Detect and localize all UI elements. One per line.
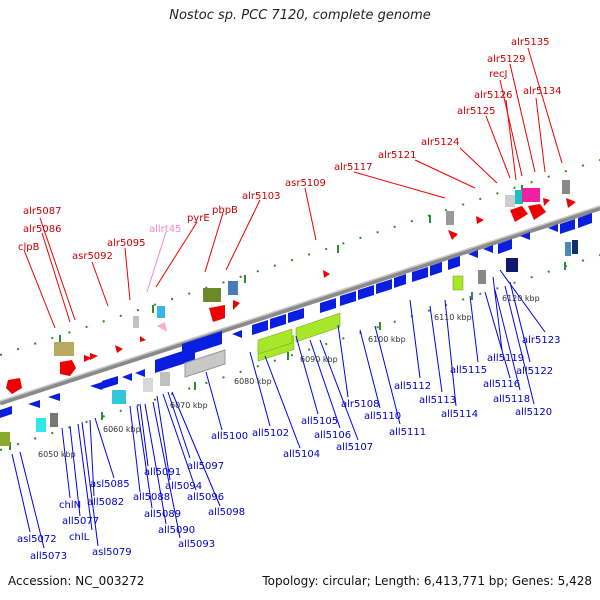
misc-genes	[0, 240, 578, 446]
gene-label: all5116	[483, 379, 520, 390]
top-connectors	[23, 47, 563, 329]
gene-label: allrt45	[149, 224, 181, 235]
gene-label: all5094	[165, 481, 202, 492]
gene-label: all5114	[441, 409, 478, 420]
gene-label: asl5072	[17, 534, 57, 545]
gene-label: asl5079	[92, 547, 132, 558]
gene-label: alr5123	[522, 335, 560, 346]
gene-label: all5107	[336, 442, 373, 453]
gene-label: all5110	[364, 411, 401, 422]
gene-label: alr5103	[242, 191, 280, 202]
gene-label: all5100	[211, 431, 248, 442]
gene-label: all5119	[487, 353, 524, 364]
gene-label: all5090	[158, 525, 195, 536]
gene-label: alr5126	[474, 90, 512, 101]
gene-label: all5088	[133, 492, 170, 503]
gene-label: all5093	[178, 539, 215, 550]
allrt45-connector	[146, 231, 167, 293]
gene-label: all5111	[389, 427, 426, 438]
kbp-label: 6100 kbp	[368, 335, 406, 344]
gene-label: alr5134	[523, 86, 561, 97]
gene-label: all5105	[301, 416, 338, 427]
gene-label: pyrE	[187, 213, 210, 224]
gene-label: all5122	[516, 366, 553, 377]
gene-label: all5089	[144, 509, 181, 520]
gene-label: all5112	[394, 381, 431, 392]
gene-label: all5106	[314, 430, 351, 441]
gene-label: pbpB	[212, 205, 238, 216]
reverse-genes	[0, 213, 592, 418]
gene-label: alr5087	[23, 206, 61, 217]
gene-label: all5120	[515, 407, 552, 418]
track-ticks	[9, 185, 566, 450]
gene-label: all5115	[450, 365, 487, 376]
bottom-gene-labels: alr5123 all5119 all5122 all5115 all5116 …	[17, 335, 560, 562]
kbp-label: 6070 kbp	[170, 401, 208, 410]
gene-label: alr5124	[421, 137, 459, 148]
gene-label: all5077	[62, 516, 99, 527]
gene-label: alr5121	[378, 150, 416, 161]
kbp-label: 6080 kbp	[234, 377, 272, 386]
top-gene-labels: alr5135 alr5129 recJ alr5126 alr5134 alr…	[18, 37, 561, 262]
forward-genes	[6, 180, 576, 394]
gene-label: chlN	[59, 500, 81, 511]
gene-label: all5073	[30, 551, 67, 562]
gene-label: asr5092	[72, 251, 113, 262]
kbp-label: 6110 kbp	[434, 313, 472, 322]
gene-label: alr5135	[511, 37, 549, 48]
kbp-label: 6060 kbp	[103, 425, 141, 434]
gene-label: alr5117	[334, 162, 372, 173]
gene-label: all5113	[419, 395, 456, 406]
gene-label: clpB	[18, 242, 40, 253]
kbp-labels: 6050 kbp 6060 kbp 6070 kbp 6080 kbp 6090…	[38, 294, 540, 459]
kbp-label: 6090 kbp	[300, 355, 338, 364]
genome-backbone	[0, 205, 600, 406]
green-genes	[257, 275, 464, 362]
gene-label: all5118	[493, 394, 530, 405]
gene-label: all5098	[208, 507, 245, 518]
kbp-label: 6050 kbp	[38, 450, 76, 459]
gene-label: alr5095	[107, 238, 145, 249]
gene-label: alr5129	[487, 54, 525, 65]
gene-label: asl5085	[90, 479, 130, 490]
gene-label: all5104	[283, 449, 320, 460]
gene-label: all5102	[252, 428, 289, 439]
gene-label: all5097	[187, 461, 224, 472]
gene-label: all5096	[187, 492, 224, 503]
genome-title: Nostoc sp. PCC 7120, complete genome	[169, 8, 431, 23]
gene-label: asr5109	[285, 178, 326, 189]
gene-label: all5091	[144, 467, 181, 478]
gene-label: recJ	[489, 69, 508, 80]
gene-label: all5082	[87, 497, 124, 508]
gene-label: alr5125	[457, 106, 495, 117]
accession-text: Accession: NC_003272	[8, 574, 145, 588]
gene-label: alr5086	[23, 224, 61, 235]
genome-summary-text: Topology: circular; Length: 6,413,771 bp…	[262, 574, 592, 588]
gene-label: chlL	[69, 532, 90, 543]
kbp-label: 6120 kbp	[502, 294, 540, 303]
gene-label: alr5108	[341, 399, 379, 410]
bottom-connectors	[11, 269, 546, 549]
